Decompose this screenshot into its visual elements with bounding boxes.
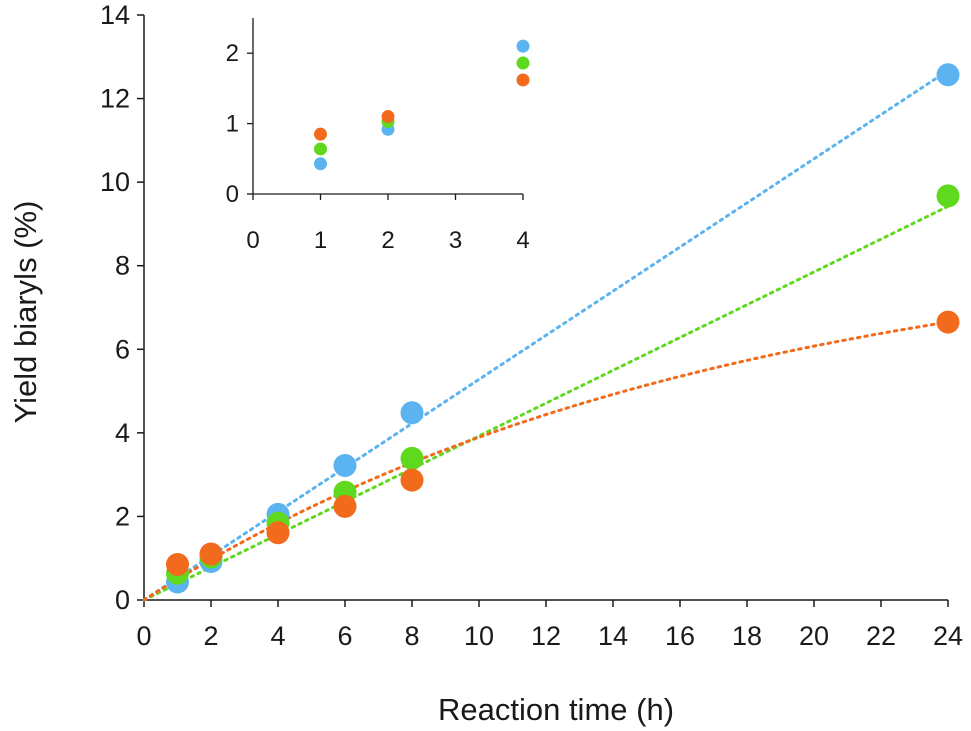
- y-tick-label: 0: [115, 585, 130, 615]
- x-tick-label: 10: [464, 621, 494, 651]
- data-point-series-3: [400, 468, 424, 492]
- y-tick-label: 8: [115, 251, 130, 281]
- inset-data-point-series-1: [314, 157, 327, 171]
- y-tick-label: 10: [100, 167, 130, 197]
- y-axis-title: Yield biaryls (%): [8, 201, 43, 424]
- data-point-series-3: [166, 552, 189, 576]
- data-point-series-1: [936, 63, 960, 87]
- inset-plot: 0 1 2 0 1 2 3 4: [226, 18, 530, 254]
- trendline-series-1: [142, 69, 950, 602]
- data-point-series-3: [333, 494, 357, 518]
- trendline-series-3: [142, 320, 950, 602]
- x-tick-label: 0: [136, 621, 151, 651]
- y-tick-label: 14: [100, 0, 130, 30]
- y-tick-label: 6: [115, 334, 130, 364]
- inset-data-point-series-3: [314, 127, 327, 141]
- x-tick-label: 4: [270, 621, 285, 651]
- x-tick-label: 6: [337, 621, 352, 651]
- x-tick-label: 20: [799, 621, 829, 651]
- x-tick-label: 22: [866, 621, 896, 651]
- inset-y-tick-label: 0: [226, 181, 239, 208]
- inset-y-tick-label: 1: [226, 111, 239, 138]
- x-axis-title: Reaction time (h): [438, 692, 674, 727]
- inset-data-point-series-3: [381, 110, 395, 124]
- inset-data-point-series-1: [516, 39, 530, 53]
- x-tick-label: 18: [732, 621, 762, 651]
- x-tick-label: 12: [531, 621, 561, 651]
- data-point-series-1: [333, 453, 357, 477]
- inset-data-point-series-2: [314, 142, 327, 156]
- y-tick-label: 12: [100, 84, 130, 114]
- data-point-series-2: [936, 184, 960, 208]
- x-tick-label: 8: [404, 621, 419, 651]
- x-tick-label: 24: [933, 621, 963, 651]
- inset-data-point-series-3: [516, 73, 530, 87]
- inset-x-tick-label: 0: [246, 227, 259, 254]
- inset-x-tick-label: 2: [381, 227, 394, 254]
- trendline-series-2: [142, 204, 950, 602]
- x-tick-label: 2: [203, 621, 218, 651]
- inset-y-tick-label: 2: [226, 40, 239, 67]
- inset-x-tick-label: 4: [516, 227, 529, 254]
- data-point-series-1: [400, 401, 424, 425]
- y-tick-label: 4: [115, 418, 130, 448]
- x-tick-label: 14: [598, 621, 628, 651]
- data-point-series-3: [199, 542, 223, 566]
- y-tick-label: 2: [115, 501, 130, 531]
- inset-x-tick-label: 1: [314, 227, 327, 254]
- x-tick-label: 16: [665, 621, 695, 651]
- inset-data-point-series-2: [516, 56, 530, 70]
- inset-x-tick-label: 3: [449, 227, 462, 254]
- data-point-series-3: [936, 310, 960, 334]
- data-point-series-3: [266, 521, 290, 545]
- data-point-series-2: [400, 446, 424, 470]
